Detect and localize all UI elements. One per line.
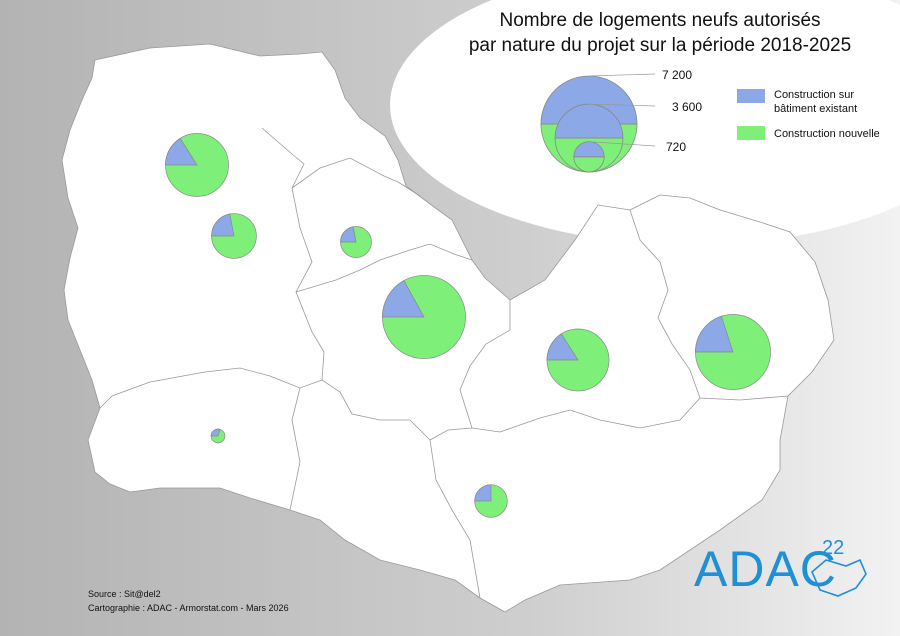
legend-leader-line	[588, 141, 656, 147]
commune-borders	[99, 127, 789, 599]
cartography-line: Cartographie : ADAC - Armorstat.com - Ma…	[88, 603, 289, 613]
map-title-line1: Nombre de logements neufs autorisés	[499, 10, 821, 31]
pie-4	[382, 275, 466, 359]
border-southwest	[289, 387, 301, 511]
logo-text: ADAC	[694, 541, 837, 597]
border-northwest	[99, 127, 325, 409]
legend-label-new: Construction nouvelle	[774, 128, 880, 140]
pie-7	[210, 428, 226, 444]
legend-leader-line	[588, 103, 656, 107]
border-center-west	[295, 243, 473, 293]
title-panel	[390, 0, 900, 245]
legend-label-existing-line2: bâtiment existant	[774, 103, 858, 115]
logo-number: 22	[822, 537, 845, 559]
legend-circle-new-half	[573, 156, 605, 173]
border-center-south	[321, 209, 701, 441]
legend-leader-line	[588, 73, 656, 77]
border-south	[429, 439, 481, 599]
pie-slice-existing	[211, 213, 235, 237]
pie-6	[695, 314, 771, 390]
border-north-center	[291, 157, 421, 197]
legend-swatch-existing	[737, 89, 765, 103]
pie-slice-existing	[382, 280, 425, 318]
logo-department-shape	[811, 558, 867, 597]
pie-3	[340, 226, 372, 258]
legend-value-large: 7 200	[662, 68, 693, 82]
pie-layer	[165, 133, 771, 518]
border-center-east	[459, 300, 511, 429]
legend-label-existing: Construction sur bâtiment existant	[774, 88, 900, 116]
pie-slice-existing	[165, 137, 198, 166]
legend-value-medium: 3 600	[672, 100, 703, 114]
map-title-line2: par nature du projet sur la période 2018…	[468, 35, 852, 56]
map-title: Nombre de logements neufs autorisés par …	[430, 8, 890, 58]
pie-slice-existing	[474, 484, 492, 502]
pie-1	[165, 133, 229, 197]
logo-mark	[811, 558, 867, 597]
pie-slice-existing	[210, 428, 221, 437]
pie-8	[474, 484, 508, 518]
legend-value-small: 720	[666, 140, 687, 154]
legend-swatch-new	[737, 126, 765, 140]
source-line: Source : Sit@del2	[88, 589, 161, 599]
border-east	[699, 395, 789, 401]
pie-2	[211, 213, 257, 259]
legend-circle-3	[573, 141, 656, 173]
legend-label-existing-line1: Construction sur	[774, 89, 855, 101]
pie-slice-existing	[340, 226, 357, 243]
pie-slice-existing	[695, 315, 734, 353]
pie-slice-existing	[546, 333, 579, 361]
legend-circles	[540, 73, 656, 173]
pie-5	[546, 328, 610, 392]
